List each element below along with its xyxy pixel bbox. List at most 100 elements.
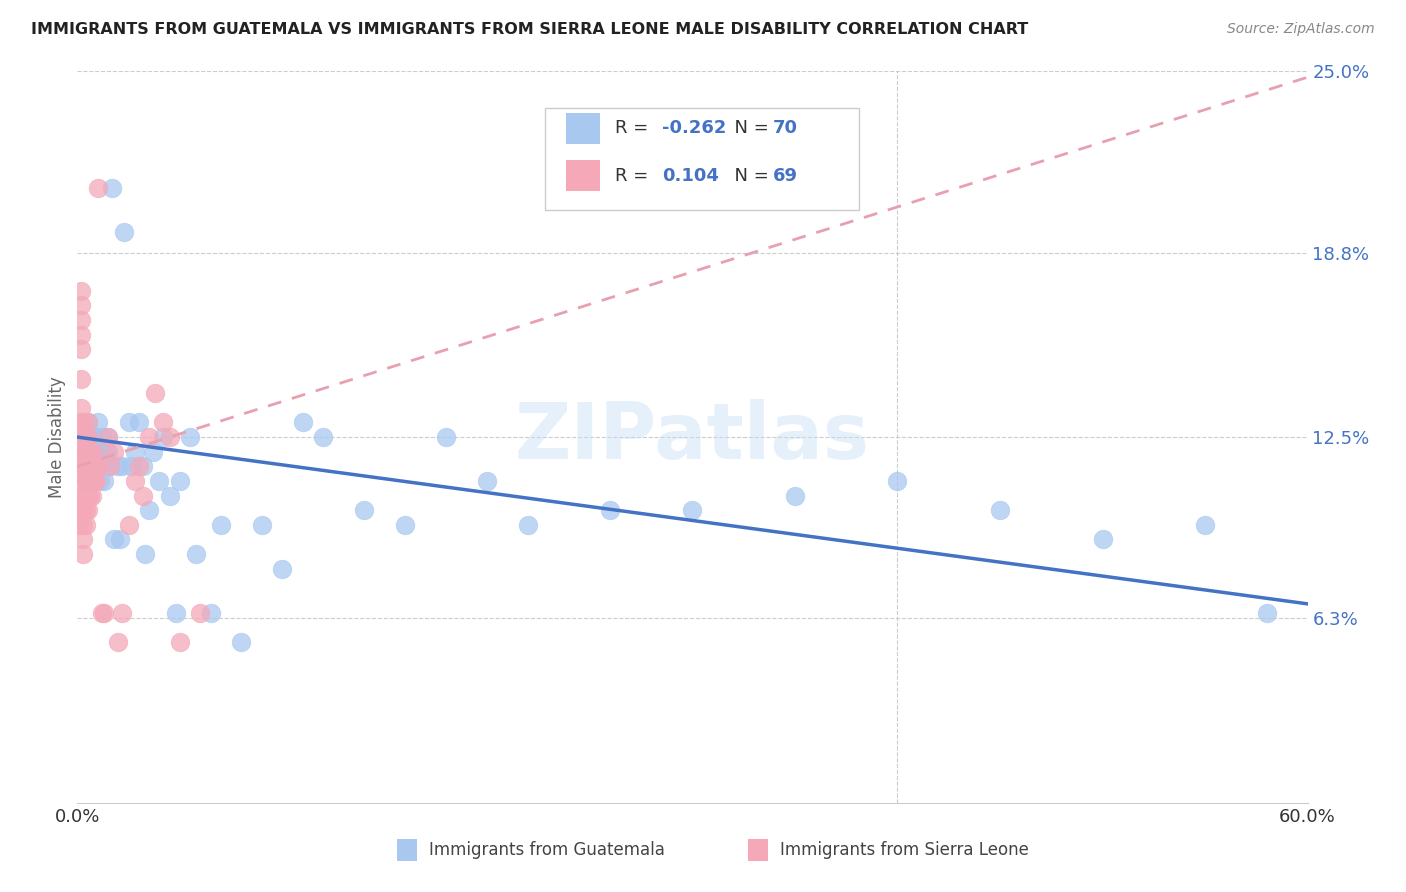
Point xyxy=(79,459,101,474)
Point xyxy=(97,444,120,458)
Point xyxy=(110,533,132,547)
Point xyxy=(682,503,704,517)
Point xyxy=(87,416,110,430)
Point xyxy=(72,503,94,517)
Text: N =: N = xyxy=(723,120,775,137)
Point xyxy=(97,430,120,444)
Point xyxy=(98,459,121,474)
Point xyxy=(250,517,273,532)
Point xyxy=(83,459,105,474)
Point xyxy=(84,459,107,474)
Point xyxy=(75,444,97,458)
Y-axis label: Male Disability: Male Disability xyxy=(48,376,66,498)
Point xyxy=(89,459,111,474)
Point xyxy=(70,401,93,415)
Bar xyxy=(748,839,768,862)
Point xyxy=(477,474,499,488)
Point xyxy=(101,181,124,195)
Point xyxy=(83,430,105,444)
Point xyxy=(79,474,101,488)
Point xyxy=(291,416,314,430)
Point xyxy=(231,635,253,649)
Point xyxy=(83,459,105,474)
Point xyxy=(90,430,114,444)
Point xyxy=(124,444,146,458)
Text: 69: 69 xyxy=(772,167,797,185)
Point xyxy=(128,416,150,430)
Point xyxy=(75,503,97,517)
Point xyxy=(79,459,101,474)
Point xyxy=(72,489,94,503)
Point xyxy=(84,444,107,458)
Point xyxy=(132,459,155,474)
Point xyxy=(72,517,94,532)
Point xyxy=(80,474,103,488)
Point xyxy=(517,517,540,532)
Point xyxy=(124,474,146,488)
Point xyxy=(76,503,98,517)
Point xyxy=(80,459,103,474)
Point xyxy=(67,444,90,458)
Point xyxy=(84,474,107,488)
Text: R =: R = xyxy=(614,120,654,137)
Point xyxy=(83,444,105,458)
Point xyxy=(72,444,94,458)
Point xyxy=(76,416,98,430)
Point xyxy=(67,489,90,503)
Point xyxy=(90,606,114,620)
Point xyxy=(76,489,98,503)
Point xyxy=(75,459,97,474)
Point xyxy=(75,489,97,503)
Point xyxy=(83,444,105,458)
Point xyxy=(72,430,94,444)
Point xyxy=(143,386,166,401)
Point xyxy=(75,474,97,488)
Point xyxy=(76,416,98,430)
Point xyxy=(76,474,98,488)
Point xyxy=(70,371,93,385)
Point xyxy=(76,444,98,458)
Point xyxy=(70,343,93,357)
Point xyxy=(152,416,174,430)
Point xyxy=(93,474,115,488)
Point xyxy=(103,533,125,547)
Point xyxy=(159,489,181,503)
Point xyxy=(72,416,94,430)
Point xyxy=(209,517,232,532)
Point xyxy=(76,459,98,474)
Point xyxy=(79,489,101,503)
Point xyxy=(67,503,90,517)
Text: ZIPatlas: ZIPatlas xyxy=(515,399,870,475)
Point xyxy=(80,489,103,503)
Point xyxy=(98,459,121,474)
Point xyxy=(80,474,103,488)
Point xyxy=(1194,517,1216,532)
Text: R =: R = xyxy=(614,167,659,185)
Point xyxy=(67,459,90,474)
Text: IMMIGRANTS FROM GUATEMALA VS IMMIGRANTS FROM SIERRA LEONE MALE DISABILITY CORREL: IMMIGRANTS FROM GUATEMALA VS IMMIGRANTS … xyxy=(31,22,1028,37)
Point xyxy=(599,503,621,517)
Point xyxy=(271,562,294,576)
Text: 0.104: 0.104 xyxy=(662,167,718,185)
Point xyxy=(111,459,134,474)
Point xyxy=(80,459,103,474)
Point xyxy=(1256,606,1278,620)
Point xyxy=(72,459,94,474)
Point xyxy=(103,444,125,458)
Point xyxy=(70,313,93,327)
Point xyxy=(169,635,191,649)
Point xyxy=(312,430,335,444)
Point xyxy=(76,444,98,458)
Point xyxy=(114,225,136,239)
Point xyxy=(72,547,94,561)
Point xyxy=(67,517,90,532)
Point xyxy=(93,459,115,474)
Point xyxy=(169,474,191,488)
Point xyxy=(67,459,90,474)
Point xyxy=(87,444,110,458)
Point xyxy=(87,459,110,474)
Point xyxy=(886,474,908,488)
Text: Immigrants from Guatemala: Immigrants from Guatemala xyxy=(429,841,665,859)
Point xyxy=(783,489,806,503)
Point xyxy=(80,444,103,458)
